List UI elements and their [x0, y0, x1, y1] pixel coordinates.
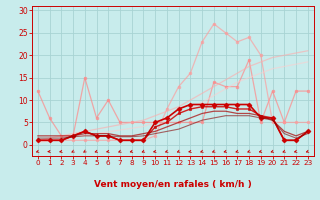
- X-axis label: Vent moyen/en rafales ( km/h ): Vent moyen/en rafales ( km/h ): [94, 180, 252, 189]
